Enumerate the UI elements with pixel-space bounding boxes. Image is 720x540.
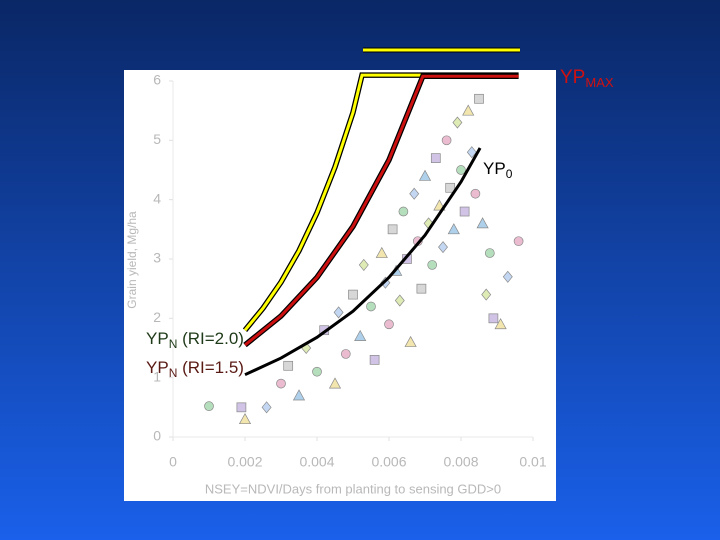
point [474, 93, 484, 104]
point [409, 187, 420, 200]
annotation-main: YP [146, 358, 169, 377]
annotation-rest: (RI=1.5) [177, 358, 244, 377]
point [513, 236, 524, 247]
x-tick-label: 0.002 [227, 454, 262, 470]
annotation-main: YP [483, 159, 506, 178]
point [430, 153, 441, 163]
point [369, 355, 380, 365]
point [484, 248, 495, 258]
x-tick-label: 0.004 [299, 454, 334, 470]
point [358, 258, 369, 271]
x-axis-label: NSEY=NDVI/Days from planting to sensing … [205, 481, 501, 496]
point [236, 402, 247, 413]
point [238, 412, 252, 425]
y-tick-label: 6 [153, 72, 161, 88]
y-axis-label: Grain yield, Mg/ha [125, 211, 139, 309]
annotation-main: YP [560, 67, 585, 88]
point [312, 366, 322, 377]
annotation-ypn-15: YPN (RI=1.5) [146, 358, 244, 380]
x-tick-label: 0.008 [443, 454, 478, 470]
y-tick-label: 2 [153, 309, 161, 325]
point [481, 288, 492, 301]
x-tick-label: 0.01 [519, 454, 546, 470]
plot: 0 1 2 3 4 5 6 0 0.002 0.004 0.006 0.008 0.01 [153, 72, 547, 470]
y-tick-label: 1 [153, 368, 161, 384]
point [488, 313, 499, 324]
point [261, 401, 272, 414]
point [366, 301, 376, 312]
point [447, 223, 460, 235]
annotation-rest: (RI=2.0) [177, 329, 244, 348]
point [348, 289, 358, 300]
annotation-ypmax: YPMAX [560, 67, 614, 90]
curve [243, 73, 519, 332]
point [462, 104, 475, 116]
point [438, 241, 448, 254]
y-tick-label: 3 [153, 250, 161, 266]
point [204, 401, 214, 411]
annotation-main: YP [146, 329, 169, 348]
annotation-sub: MAX [585, 75, 614, 90]
annotation-yp0: YP0 [483, 159, 513, 181]
point [452, 116, 463, 129]
point [459, 206, 470, 217]
point [502, 270, 513, 283]
point [398, 206, 409, 217]
point [494, 318, 507, 330]
y-tick-label: 4 [153, 190, 161, 206]
point [394, 294, 405, 307]
point [418, 169, 432, 181]
point [416, 283, 427, 294]
point [466, 146, 477, 159]
y-tick-label: 0 [153, 428, 161, 444]
point [445, 182, 456, 193]
point [333, 306, 344, 319]
chart-panel [124, 70, 556, 501]
point [283, 360, 294, 371]
point [456, 165, 466, 175]
point [354, 329, 367, 341]
point [276, 378, 286, 389]
annotation-sub: 0 [506, 167, 513, 181]
point [427, 260, 438, 270]
point [292, 389, 306, 401]
point [387, 224, 398, 235]
point [470, 188, 481, 199]
point [404, 335, 417, 347]
point [384, 319, 394, 330]
x-tick-label: 0 [169, 454, 177, 470]
point [340, 349, 351, 359]
point [441, 135, 452, 146]
annotation-sub: N [169, 337, 178, 351]
point [328, 377, 342, 389]
y-tick-label: 5 [153, 131, 161, 147]
curve [244, 147, 482, 377]
curve [244, 74, 519, 347]
annotation-sub: N [169, 366, 178, 380]
point [375, 246, 388, 258]
x-tick-label: 0.006 [371, 454, 406, 470]
annotation-ypn-20: YPN (RI=2.0) [146, 329, 244, 351]
point [476, 217, 489, 229]
